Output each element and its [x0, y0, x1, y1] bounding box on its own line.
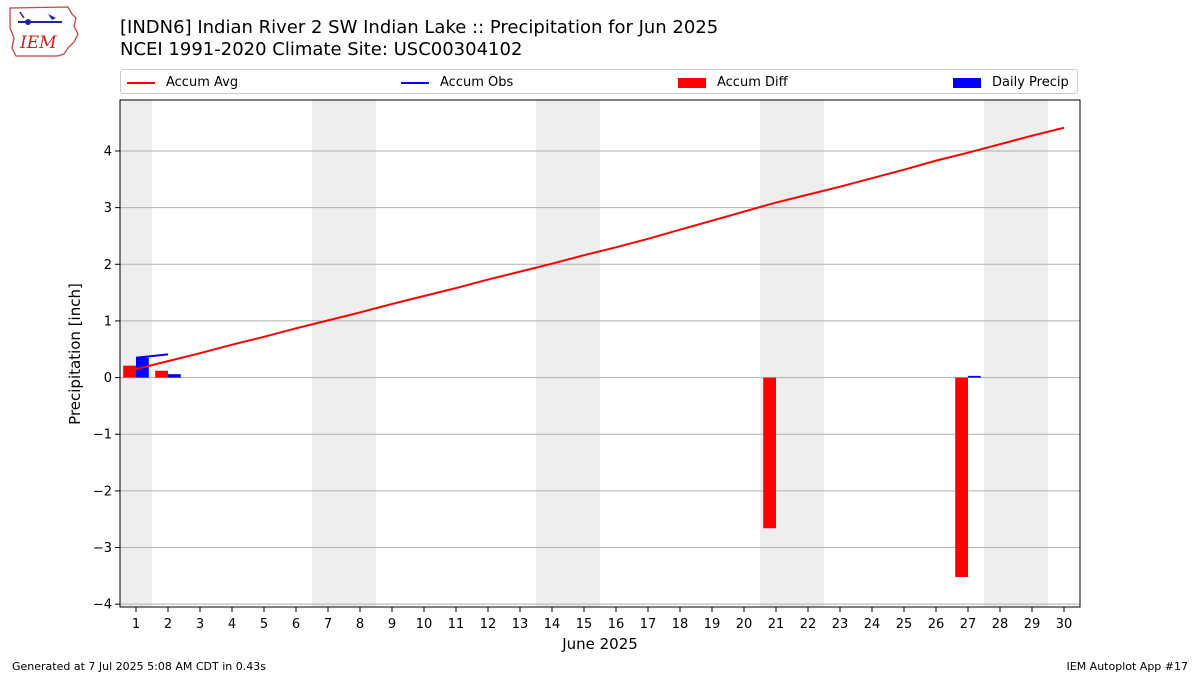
line-accum-avg	[135, 126, 1065, 371]
x-tick-label: 24	[864, 617, 881, 632]
line-accum-obs	[135, 353, 169, 359]
x-tick-label: 25	[896, 617, 913, 632]
x-tick-label: 18	[672, 617, 689, 632]
y-tick-label: 2	[104, 258, 112, 273]
legend-label: Accum Avg	[166, 75, 239, 90]
weekend-band	[760, 100, 824, 607]
x-tick-label: 4	[228, 617, 236, 632]
bar-accum-diff	[123, 365, 136, 378]
legend-item-daily-precip: Daily Precip	[953, 70, 1069, 95]
bar-accum-diff	[955, 377, 968, 577]
legend-item-accum-avg: Accum Avg	[127, 70, 238, 95]
x-tick-label: 14	[544, 617, 561, 632]
grid-lines	[120, 150, 1080, 605]
bar-series	[123, 357, 981, 577]
bar-accum-diff	[155, 370, 168, 378]
x-tick-label: 5	[260, 617, 268, 632]
x-tick-label: 13	[512, 617, 529, 632]
x-tick-label: 9	[388, 617, 396, 632]
x-tick-label: 3	[196, 617, 204, 632]
x-tick-label: 15	[576, 617, 593, 632]
bar-daily-precip	[168, 374, 181, 378]
x-tick-label: 29	[1024, 617, 1041, 632]
legend: Accum Avg Accum Obs Accum Diff Daily Pre…	[120, 69, 1078, 94]
y-tick-label: −4	[93, 598, 112, 613]
x-tick-label: 21	[768, 617, 785, 632]
line-series	[135, 126, 1065, 371]
x-axis-label: June 2025	[561, 635, 638, 653]
bar-accum-diff	[763, 377, 776, 529]
x-tick-label: 8	[356, 617, 364, 632]
x-tick-label: 17	[640, 617, 657, 632]
weekend-band	[312, 100, 376, 607]
chart-title: [INDN6] Indian River 2 SW Indian Lake ::…	[120, 17, 719, 38]
legend-label: Daily Precip	[992, 75, 1069, 90]
legend-label: Accum Diff	[717, 75, 788, 90]
x-tick-label: 7	[324, 617, 332, 632]
x-tick-label: 2	[164, 617, 172, 632]
x-tick-label: 23	[832, 617, 849, 632]
x-tick-label: 22	[800, 617, 817, 632]
legend-item-accum-obs: Accum Obs	[401, 70, 513, 95]
chart-subtitle: NCEI 1991-2020 Climate Site: USC00304102	[120, 39, 523, 60]
x-tick-label: 10	[416, 617, 433, 632]
x-tick-label: 27	[960, 617, 977, 632]
x-tick-label: 16	[608, 617, 625, 632]
bar-daily-precip	[968, 375, 981, 378]
footer-generated-text: Generated at 7 Jul 2025 5:08 AM CDT in 0…	[12, 660, 266, 673]
y-tick-label: 1	[104, 314, 112, 329]
x-tick-label: 1	[132, 617, 140, 632]
x-tick-label: 11	[448, 617, 465, 632]
y-tick-label: −1	[93, 428, 112, 443]
x-tick-label: 19	[704, 617, 721, 632]
x-tick-label: 30	[1056, 617, 1073, 632]
x-tick-label: 12	[480, 617, 497, 632]
legend-swatch-accum-obs	[401, 81, 429, 84]
y-tick-label: 4	[104, 144, 112, 159]
state-outline-icon	[9, 6, 79, 57]
y-tick-label: 0	[104, 371, 112, 386]
weekend-band	[120, 100, 152, 607]
weekend-band	[536, 100, 600, 607]
legend-item-accum-diff: Accum Diff	[678, 70, 788, 95]
weekend-band	[984, 100, 1048, 607]
weekend-shading	[120, 100, 1048, 607]
x-tick-label: 6	[292, 617, 300, 632]
logo-text: IEM	[19, 33, 57, 53]
legend-swatch-accum-avg	[127, 81, 155, 84]
y-tick-label: −3	[93, 541, 112, 556]
legend-swatch-accum-diff	[678, 77, 706, 88]
x-tick-label: 20	[736, 617, 753, 632]
plot-frame	[119, 99, 1081, 608]
legend-swatch-daily-precip	[953, 77, 981, 88]
footer-app-text: IEM Autoplot App #17	[1066, 660, 1189, 673]
x-tick-label: 26	[928, 617, 945, 632]
iem-logo: IEM	[9, 6, 79, 57]
y-tick-label: 3	[104, 201, 112, 216]
x-tick-label: 28	[992, 617, 1009, 632]
y-axis-label: Precipitation [inch]	[66, 283, 84, 425]
y-tick-label: −2	[93, 484, 112, 499]
legend-label: Accum Obs	[440, 75, 514, 90]
